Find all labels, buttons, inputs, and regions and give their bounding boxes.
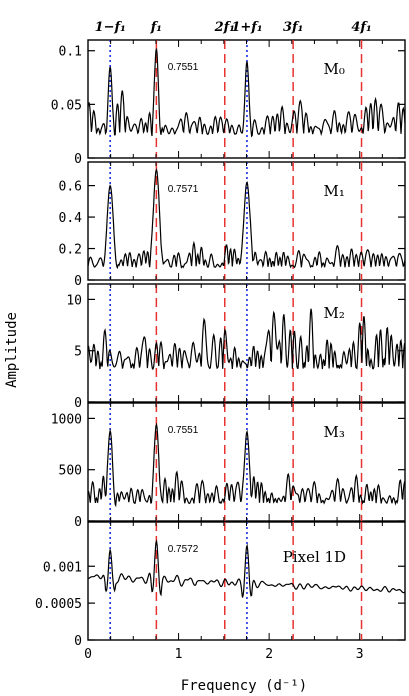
y-tick-label: 0 (74, 515, 82, 530)
panel-label: M₀ (323, 60, 344, 78)
spectrum-curve (87, 48, 406, 138)
y-tick-label: 0.6 (59, 180, 82, 195)
y-tick-label: 0 (74, 152, 82, 167)
y-tick-label: 5 (74, 345, 82, 360)
x-tick-label: 1 (175, 647, 183, 662)
y-tick-label: 0.4 (59, 211, 83, 226)
y-tick-label: 0.1 (59, 45, 82, 60)
harmonic-label: 1+f₁ (231, 20, 262, 35)
x-tick-label: 2 (265, 647, 273, 662)
y-tick-label: 0.0005 (35, 597, 82, 612)
y-tick-label: 0 (74, 274, 82, 289)
harmonic-label: 2f₁ (214, 20, 235, 35)
y-tick-label: 10 (66, 293, 82, 308)
panel-label: M₁ (323, 182, 344, 200)
harmonic-label: 4f₁ (351, 20, 371, 35)
harmonic-label: f₁ (150, 20, 162, 35)
harmonic-label: 3f₁ (283, 20, 303, 35)
panel: 0 5 10 M₂ (66, 283, 406, 411)
y-tick-label: 0.2 (59, 243, 82, 258)
y-tick-label: 0.05 (51, 98, 82, 113)
panel: 0 500 1000 0.7551 M₃ (51, 402, 406, 530)
y-axis-label: Amplitude (4, 312, 20, 388)
panel-label: M₃ (323, 423, 344, 441)
spectrum-curve (87, 422, 406, 508)
x-axis-label: Frequency (d⁻¹) (181, 678, 307, 694)
y-tick-label: 0.001 (43, 560, 82, 575)
y-tick-label: 500 (59, 464, 82, 479)
y-tick-label: 0 (74, 634, 82, 649)
x-tick-label: 0 (84, 647, 92, 662)
spectrum-curve (87, 168, 406, 270)
panels: 0 0.05 0.1 0.7551 M₀ 0 0.2 0.4 0.6 0.7571 M₁ 0 5 10 M₂… (35, 39, 406, 649)
y-tick-label: 1000 (51, 412, 82, 427)
panel: 0 0.05 0.1 0.7551 M₀ (51, 39, 406, 167)
x-tick-label: 3 (356, 647, 364, 662)
peak-frequency-label: 0.7551 (168, 425, 199, 436)
panel-label: M₂ (323, 304, 344, 322)
panel: 0 0.0005 0.001 0.7572 Pixel 1D (35, 521, 406, 649)
peak-frequency-label: 0.7551 (168, 62, 199, 73)
harmonic-label: 1−f₁ (95, 20, 126, 35)
peak-frequency-label: 0.7571 (168, 184, 199, 195)
spectrum-curve (87, 539, 406, 598)
spectrum-curve (88, 308, 406, 370)
panel: 0 0.2 0.4 0.6 0.7571 M₁ (59, 161, 406, 289)
panel-label: Pixel 1D (283, 548, 346, 566)
x-axis: 0 1 2 3 (84, 647, 364, 662)
peak-frequency-label: 0.7572 (168, 544, 199, 555)
y-tick-label: 0 (74, 396, 82, 411)
